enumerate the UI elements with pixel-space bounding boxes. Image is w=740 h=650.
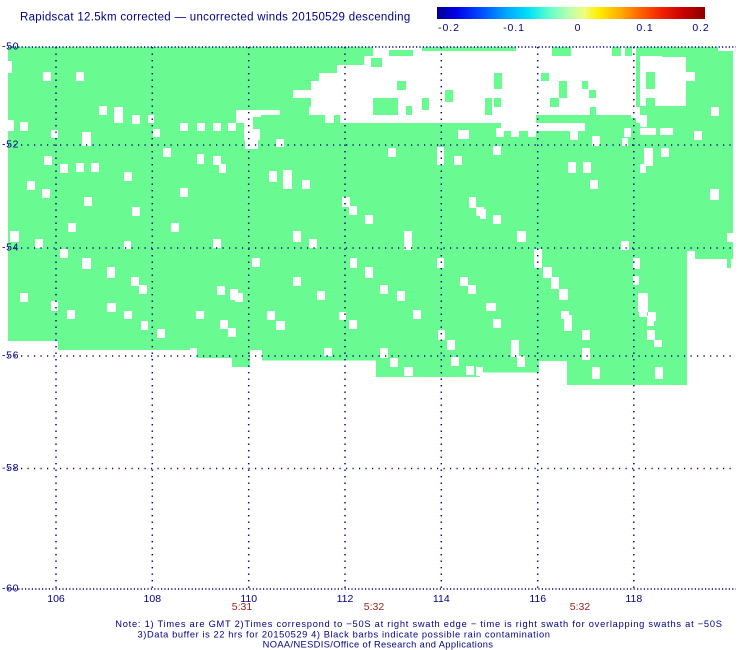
svg-text:106: 106 bbox=[47, 593, 65, 605]
svg-text:-56: -56 bbox=[2, 350, 19, 362]
svg-text:0: 0 bbox=[575, 22, 582, 34]
svg-text:5:32: 5:32 bbox=[364, 601, 385, 613]
svg-text:3)Data buffer is 22 hrs for 20: 3)Data buffer is 22 hrs for 20150529 4) … bbox=[138, 630, 551, 640]
svg-text:118: 118 bbox=[625, 593, 642, 605]
svg-text:108: 108 bbox=[144, 593, 162, 605]
svg-text:110: 110 bbox=[240, 593, 257, 605]
svg-text:-58: -58 bbox=[2, 462, 19, 474]
svg-text:Note: 1) Times are GMT 2)Times: Note: 1) Times are GMT 2)Times correspon… bbox=[115, 619, 722, 629]
svg-text:5:31: 5:31 bbox=[232, 601, 253, 613]
svg-text:5:32: 5:32 bbox=[570, 601, 591, 613]
svg-text:112: 112 bbox=[337, 593, 354, 605]
svg-text:-52: -52 bbox=[2, 139, 19, 151]
svg-text:0.1: 0.1 bbox=[636, 22, 653, 34]
svg-text:Rapidscat 12.5km corrected — u: Rapidscat 12.5km corrected — uncorrected… bbox=[20, 12, 411, 24]
svg-text:NOAA/NESDIS/Office of Research: NOAA/NESDIS/Office of Research and Appli… bbox=[263, 640, 494, 650]
svg-text:116: 116 bbox=[529, 593, 546, 605]
svg-text:0.2: 0.2 bbox=[692, 22, 709, 34]
svg-text:114: 114 bbox=[433, 593, 450, 605]
svg-text:-60: -60 bbox=[2, 583, 19, 595]
svg-text:-0.2: -0.2 bbox=[438, 22, 460, 34]
svg-text:-54: -54 bbox=[2, 242, 19, 254]
svg-text:-50: -50 bbox=[2, 41, 19, 53]
svg-text:-0.1: -0.1 bbox=[503, 22, 525, 34]
